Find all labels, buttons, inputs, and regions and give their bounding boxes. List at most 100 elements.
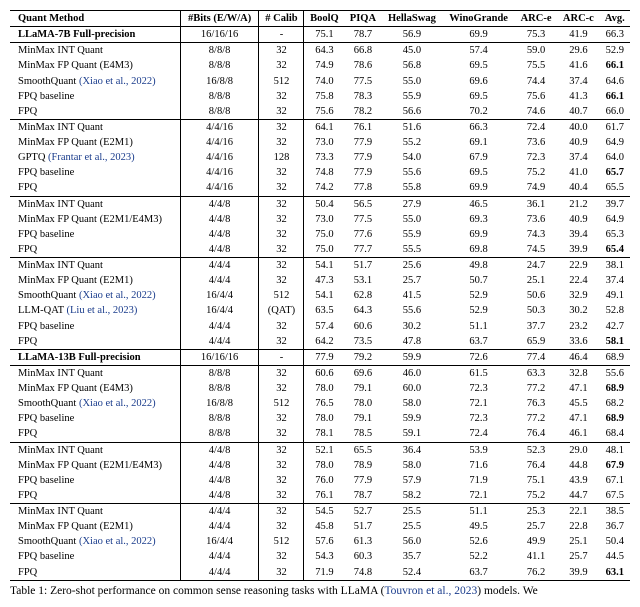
value-cell: 29.0 [557,442,599,458]
calib-cell: - [259,27,304,43]
value-cell: 72.4 [442,426,515,442]
value-cell: 66.0 [600,104,630,120]
table-row: MinMax INT Quant8/8/83264.366.845.057.45… [10,43,630,59]
value-cell: 71.6 [442,458,515,473]
bits-cell: 4/4/8 [180,212,259,227]
bits-cell: 16/4/4 [180,534,259,549]
value-cell: 54.3 [304,549,344,564]
value-cell: 25.5 [382,504,443,520]
bits-cell: 8/8/8 [180,365,259,381]
value-cell: 49.5 [442,519,515,534]
value-cell: 22.8 [557,519,599,534]
value-cell: 75.1 [304,27,344,43]
value-cell: 57.9 [382,473,443,488]
value-cell: 66.3 [600,27,630,43]
bits-cell: 8/8/8 [180,43,259,59]
calib-cell: 32 [259,426,304,442]
value-cell: 56.6 [382,104,443,120]
value-cell: 52.9 [600,43,630,59]
value-cell: 74.2 [304,180,344,196]
value-cell: 79.2 [344,349,381,365]
value-cell: 76.5 [304,396,344,411]
value-cell: 78.0 [304,411,344,426]
value-cell: 50.7 [442,273,515,288]
method-cell: MinMax INT Quant [10,196,180,212]
value-cell: 75.1 [515,473,557,488]
bits-cell: 16/4/4 [180,303,259,318]
value-cell: 51.7 [344,258,381,274]
value-cell: 79.1 [344,381,381,396]
value-cell: 64.1 [304,119,344,135]
value-cell: 65.4 [600,242,630,258]
value-cell: 66.3 [442,119,515,135]
value-cell: 23.2 [557,319,599,334]
value-cell: 55.9 [382,227,443,242]
value-cell: 64.3 [304,43,344,59]
value-cell: 73.0 [304,212,344,227]
method-cell: MinMax FP Quant (E4M3) [10,58,180,73]
table-row: MinMax INT Quant4/4/43254.151.725.649.82… [10,258,630,274]
value-cell: 66.1 [600,58,630,73]
value-cell: 55.0 [382,212,443,227]
value-cell: 54.0 [382,150,443,165]
table-row: FPQ baseline4/4/83276.077.957.971.975.14… [10,473,630,488]
value-cell: 63.5 [304,303,344,318]
calib-cell: - [259,349,304,365]
method-cell: FPQ [10,180,180,196]
value-cell: 73.3 [304,150,344,165]
value-cell: 47.1 [557,411,599,426]
value-cell: 37.4 [557,150,599,165]
value-cell: 64.0 [600,150,630,165]
value-cell: 75.5 [515,58,557,73]
value-cell: 45.5 [557,396,599,411]
method-cell: SmoothQuant (Xiao et al., 2022) [10,288,180,303]
value-cell: 65.3 [600,227,630,242]
value-cell: 63.7 [442,334,515,350]
value-cell: 71.9 [304,565,344,581]
value-cell: 74.3 [515,227,557,242]
table-row: FPQ baseline8/8/83275.878.355.969.575.64… [10,89,630,104]
method-cell: FPQ baseline [10,89,180,104]
table-row: MinMax INT Quant4/4/83252.165.536.453.95… [10,442,630,458]
value-cell: 57.4 [304,319,344,334]
value-cell: 22.4 [557,273,599,288]
method-cell: FPQ [10,426,180,442]
value-cell: 69.6 [344,365,381,381]
value-cell: 65.5 [344,442,381,458]
value-cell: 54.1 [304,288,344,303]
value-cell: 68.9 [600,349,630,365]
value-cell: 54.5 [304,504,344,520]
value-cell: 25.6 [382,258,443,274]
value-cell: 56.0 [382,534,443,549]
value-cell: 30.2 [557,303,599,318]
value-cell: 59.9 [382,349,443,365]
value-cell: 66.1 [600,89,630,104]
value-cell: 46.0 [382,365,443,381]
value-cell: 63.3 [515,365,557,381]
calib-cell: 512 [259,74,304,89]
calib-cell: 32 [259,381,304,396]
table-row: SmoothQuant (Xiao et al., 2022)16/8/8512… [10,74,630,89]
calib-cell: 32 [259,58,304,73]
value-cell: 76.1 [304,488,344,504]
value-cell: 44.8 [557,458,599,473]
calib-cell: 32 [259,180,304,196]
table-row: FPQ baseline4/4/43254.360.335.752.241.12… [10,549,630,564]
value-cell: 56.9 [382,27,443,43]
value-cell: 41.0 [557,165,599,180]
value-cell: 41.5 [382,288,443,303]
method-cell: SmoothQuant (Xiao et al., 2022) [10,74,180,89]
calib-cell: (QAT) [259,303,304,318]
value-cell: 40.9 [557,212,599,227]
col-header: ARC-c [557,11,599,27]
value-cell: 72.3 [442,411,515,426]
method-cell: FPQ [10,565,180,581]
value-cell: 39.7 [600,196,630,212]
method-cell: MinMax FP Quant (E2M1) [10,519,180,534]
method-cell: MinMax INT Quant [10,119,180,135]
value-cell: 77.9 [344,165,381,180]
value-cell: 41.3 [557,89,599,104]
value-cell: 40.7 [557,104,599,120]
method-cell: LLaMA-7B Full-precision [10,27,180,43]
value-cell: 77.2 [515,411,557,426]
